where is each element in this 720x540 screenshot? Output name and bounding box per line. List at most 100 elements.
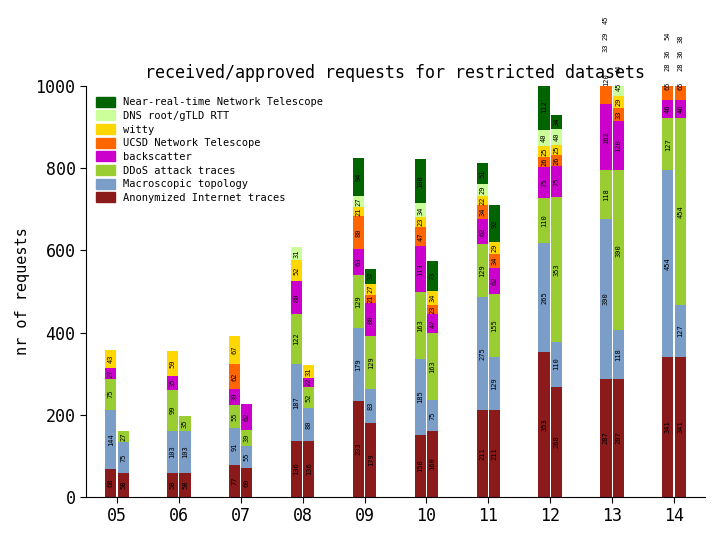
Bar: [675, 46, 686, 62]
Bar: [353, 328, 364, 401]
Text: 129: 129: [479, 265, 485, 277]
Text: 31: 31: [306, 367, 312, 375]
Bar: [551, 387, 562, 497]
Bar: [489, 205, 500, 242]
Bar: [662, 118, 673, 171]
Bar: [600, 55, 611, 104]
Text: 129: 129: [368, 356, 374, 369]
Bar: [477, 410, 487, 497]
Text: 275: 275: [479, 347, 485, 360]
Text: 26: 26: [541, 158, 547, 166]
Bar: [105, 410, 117, 469]
Bar: [539, 84, 549, 130]
Bar: [353, 197, 364, 207]
Bar: [117, 442, 129, 473]
Text: 55: 55: [244, 453, 250, 461]
Text: 80: 80: [294, 293, 300, 302]
Bar: [539, 198, 549, 243]
Bar: [477, 184, 487, 196]
Text: 75: 75: [541, 178, 547, 187]
Bar: [613, 330, 624, 379]
Bar: [613, 379, 624, 497]
Text: 110: 110: [541, 214, 547, 227]
Text: 33: 33: [616, 110, 621, 119]
Text: 287: 287: [603, 431, 609, 444]
Bar: [291, 281, 302, 314]
Text: 287: 287: [616, 431, 621, 444]
Bar: [105, 350, 117, 368]
Text: 52: 52: [306, 393, 312, 402]
Bar: [353, 158, 364, 197]
Bar: [600, 41, 611, 55]
Bar: [179, 473, 191, 497]
Text: 22: 22: [306, 378, 312, 387]
Bar: [675, 73, 686, 99]
Bar: [675, 62, 686, 73]
Bar: [365, 389, 377, 423]
Text: 390: 390: [603, 293, 609, 305]
Bar: [427, 305, 438, 314]
Text: 155: 155: [492, 319, 498, 332]
Bar: [105, 379, 117, 410]
Bar: [105, 368, 117, 379]
Text: 80: 80: [368, 315, 374, 324]
Text: 26: 26: [554, 157, 559, 165]
Text: 454: 454: [678, 205, 683, 218]
Bar: [415, 159, 426, 203]
Text: 25: 25: [541, 147, 547, 156]
Text: 29: 29: [492, 244, 498, 253]
Text: 67: 67: [232, 346, 238, 354]
Bar: [600, 104, 611, 171]
Text: 118: 118: [603, 188, 609, 201]
Text: 21: 21: [356, 207, 361, 216]
Text: 55: 55: [232, 412, 238, 421]
Text: 144: 144: [108, 433, 114, 446]
Text: 27: 27: [120, 432, 126, 441]
Text: 112: 112: [541, 100, 547, 113]
Bar: [489, 268, 500, 294]
Bar: [477, 244, 487, 297]
Text: 23: 23: [430, 305, 436, 314]
Text: 120: 120: [616, 139, 621, 152]
Text: 80: 80: [356, 228, 361, 237]
Bar: [662, 24, 673, 46]
Text: 118: 118: [616, 348, 621, 361]
Text: 27: 27: [108, 369, 114, 377]
Bar: [291, 441, 302, 497]
Bar: [303, 441, 315, 497]
Text: 341: 341: [665, 420, 671, 433]
Bar: [229, 336, 240, 363]
Bar: [303, 377, 315, 387]
Text: 46: 46: [678, 105, 683, 113]
Bar: [365, 303, 377, 336]
Text: 353: 353: [541, 418, 547, 430]
Bar: [539, 352, 549, 497]
Bar: [241, 468, 253, 497]
Text: 179: 179: [356, 358, 361, 370]
Text: 31: 31: [294, 249, 300, 258]
Bar: [551, 341, 562, 387]
Bar: [489, 254, 500, 268]
Text: 23: 23: [418, 218, 423, 226]
Bar: [415, 227, 426, 246]
Bar: [477, 297, 487, 410]
Text: 65: 65: [678, 82, 683, 90]
Text: 54: 54: [665, 31, 671, 40]
Bar: [539, 130, 549, 146]
Text: 163: 163: [418, 319, 423, 332]
Bar: [551, 145, 562, 156]
Bar: [427, 314, 438, 333]
Bar: [539, 167, 549, 198]
Bar: [613, 77, 624, 96]
Bar: [179, 430, 191, 473]
Text: 34: 34: [418, 206, 423, 214]
Text: 211: 211: [492, 447, 498, 460]
Text: 59: 59: [170, 359, 176, 368]
Text: 353: 353: [554, 263, 559, 275]
Bar: [415, 435, 426, 497]
Bar: [353, 275, 364, 328]
Text: 62: 62: [479, 227, 485, 236]
Bar: [167, 430, 179, 473]
Bar: [229, 363, 240, 389]
Bar: [353, 401, 364, 497]
